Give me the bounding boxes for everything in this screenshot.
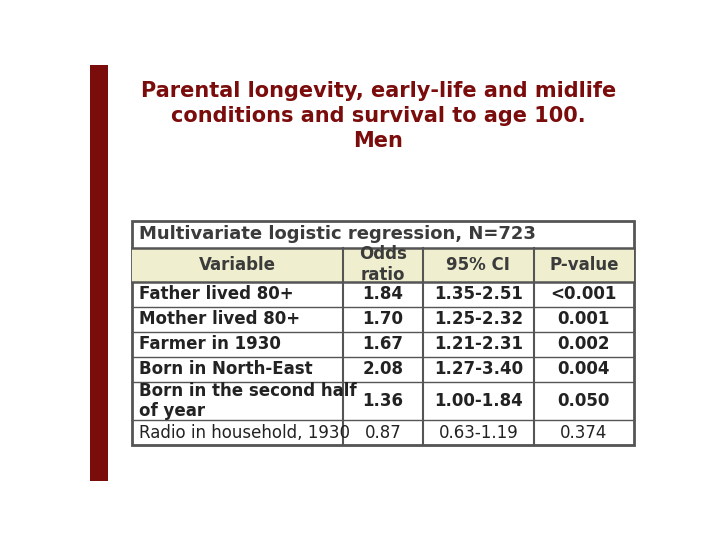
Text: Farmer in 1930: Farmer in 1930 <box>138 335 280 353</box>
Text: 0.63-1.19: 0.63-1.19 <box>438 424 518 442</box>
Text: 1.70: 1.70 <box>362 310 403 328</box>
Text: 1.00-1.84: 1.00-1.84 <box>434 392 523 410</box>
FancyBboxPatch shape <box>132 221 634 446</box>
FancyBboxPatch shape <box>90 65 109 481</box>
Text: Father lived 80+: Father lived 80+ <box>138 285 293 303</box>
Text: 95% CI: 95% CI <box>446 255 510 274</box>
Text: 0.050: 0.050 <box>558 392 610 410</box>
Text: 1.21-2.31: 1.21-2.31 <box>434 335 523 353</box>
Text: 0.002: 0.002 <box>557 335 610 353</box>
Text: Variable: Variable <box>199 255 276 274</box>
Text: 2.08: 2.08 <box>362 360 403 378</box>
Text: Born in the second half
of year: Born in the second half of year <box>138 382 356 420</box>
Text: 1.35-2.51: 1.35-2.51 <box>434 285 523 303</box>
FancyBboxPatch shape <box>132 248 634 281</box>
Text: Mother lived 80+: Mother lived 80+ <box>138 310 300 328</box>
Text: Parental longevity, early-life and midlife
conditions and survival to age 100.
M: Parental longevity, early-life and midli… <box>140 82 616 151</box>
Text: 1.84: 1.84 <box>362 285 403 303</box>
Text: 0.87: 0.87 <box>364 424 401 442</box>
Text: Born in North-East: Born in North-East <box>138 360 312 378</box>
Text: P-value: P-value <box>549 255 618 274</box>
Text: 0.374: 0.374 <box>560 424 608 442</box>
Text: <0.001: <0.001 <box>551 285 617 303</box>
Text: 1.67: 1.67 <box>362 335 403 353</box>
Text: Odds
ratio: Odds ratio <box>359 245 407 284</box>
Text: Multivariate logistic regression, N=723: Multivariate logistic regression, N=723 <box>138 225 536 243</box>
Text: 0.001: 0.001 <box>558 310 610 328</box>
Text: 1.27-3.40: 1.27-3.40 <box>434 360 523 378</box>
Text: 1.25-2.32: 1.25-2.32 <box>434 310 523 328</box>
Text: 1.36: 1.36 <box>362 392 403 410</box>
Text: Radio in household, 1930: Radio in household, 1930 <box>138 424 349 442</box>
Text: 0.004: 0.004 <box>557 360 610 378</box>
